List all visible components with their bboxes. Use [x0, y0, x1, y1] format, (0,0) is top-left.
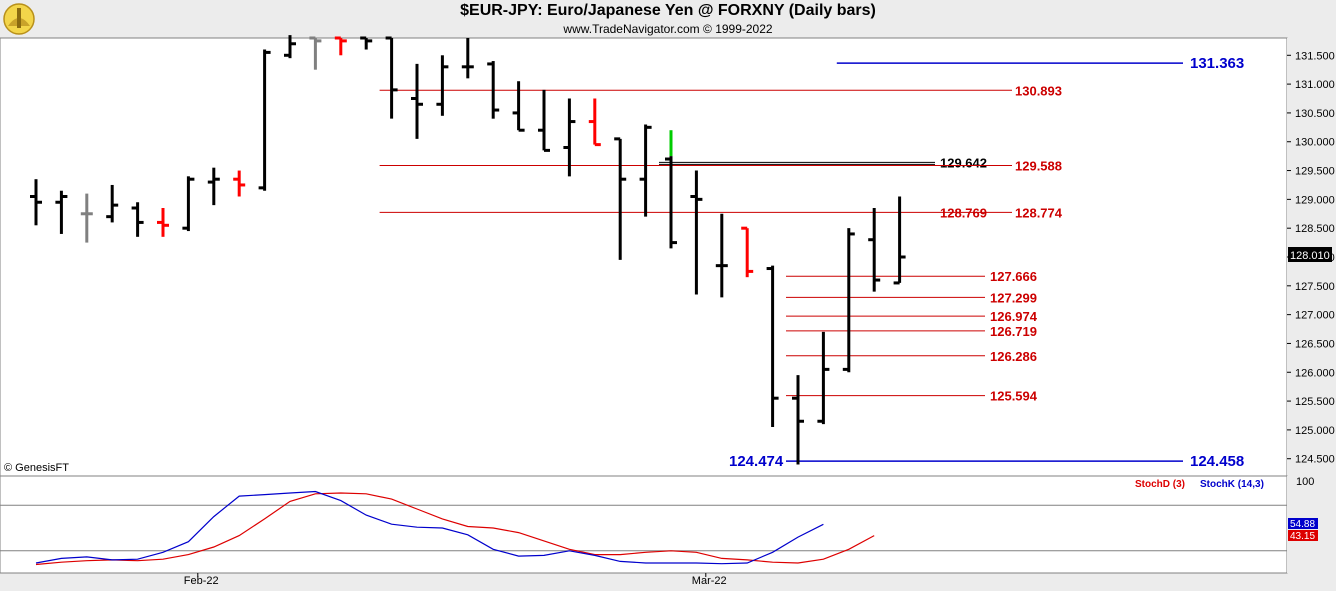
ohlc-bar [334, 36, 347, 56]
stoch-tick-100: 100 [1296, 476, 1314, 488]
level-label: 125.594 [990, 389, 1038, 404]
ohlc-bar [538, 89, 550, 152]
level-label: 126.719 [990, 324, 1037, 339]
ohlc-bar [614, 137, 627, 260]
ohlc-bar [182, 176, 195, 232]
level-label: 128.774 [1015, 205, 1063, 220]
date-label: Mar-22 [692, 575, 727, 587]
level-label: 128.769 [940, 205, 987, 220]
price-tick-label: 127.500 [1295, 281, 1335, 293]
stochastic-lines [0, 490, 1287, 566]
level-label: 126.286 [990, 349, 1037, 364]
watermark: © GenesisFT [4, 462, 69, 474]
level-label: 129.642 [940, 155, 987, 170]
ohlc-bar [131, 202, 144, 237]
level-label: 124.458 [1190, 453, 1244, 470]
level-label: 124.474 [729, 453, 784, 470]
level-label: 129.588 [1015, 158, 1062, 173]
ohlc-bar [512, 81, 525, 132]
ohlc-bar [385, 36, 398, 119]
ohlc-bar [30, 179, 42, 226]
ohlc-bar [563, 98, 576, 177]
genesis-logo-icon [3, 3, 35, 35]
stochD-legend: StochD (3) [1135, 479, 1185, 490]
ohlc-bar [55, 190, 68, 234]
ohlc-bar [690, 170, 703, 295]
price-tick-label: 129.000 [1295, 194, 1335, 206]
ohlc-bar [817, 331, 830, 425]
ohlc-bar [436, 55, 449, 116]
level-label: 127.299 [990, 290, 1037, 305]
ohlc-bar [487, 61, 500, 119]
stoch-panel [0, 475, 1288, 574]
ohlc-bar [157, 208, 169, 237]
ohlc-bar [766, 265, 779, 428]
ohlc-bar [741, 226, 754, 278]
last-price-box [1288, 247, 1332, 262]
level-label: 126.974 [990, 309, 1038, 324]
stochK-legend: StochK (14,3) [1200, 479, 1264, 490]
price-tick-label: 128.500 [1295, 223, 1335, 235]
ohlc-bar [842, 228, 855, 373]
ohlc-bar [233, 170, 246, 197]
ohlc-bars [30, 35, 906, 465]
ohlc-bar [665, 130, 677, 249]
ohlc-bar [715, 213, 728, 298]
stochD-last-value: 43.15 [1290, 531, 1315, 542]
last-price-label: 128.010 [1290, 250, 1330, 262]
chart-title: $EUR-JPY: Euro/Japanese Yen @ FORXNY (Da… [460, 2, 876, 19]
ohlc-bar [258, 49, 271, 191]
level-label: 130.893 [1015, 83, 1062, 98]
price-tick-label: 129.500 [1295, 166, 1335, 178]
price-panel [0, 37, 1288, 477]
chart-header: $EUR-JPY: Euro/Japanese Yen @ FORXNY (Da… [0, 0, 1336, 38]
price-tick-label: 124.500 [1295, 454, 1335, 466]
ohlc-bar [461, 38, 474, 79]
date-axis: Feb-22 Mar-22 [184, 573, 727, 587]
price-levels: 131.363 130.893 129.642 129.588 128.774 128.7… [379, 55, 1244, 470]
price-tick-label: 130.500 [1295, 108, 1335, 120]
ohlc-bar [207, 167, 220, 206]
ohlc-bar [868, 208, 881, 292]
stochD-last-box [1288, 530, 1318, 541]
ohlc-bar [411, 63, 423, 139]
ohlc-bar [80, 193, 93, 243]
price-tick-label: 125.500 [1295, 396, 1335, 408]
stoch-line [35, 490, 824, 565]
price-tick-label: 131.500 [1295, 50, 1335, 62]
ohlc-bar [893, 196, 906, 285]
stochK-last-box [1288, 518, 1318, 529]
price-tick-label: 130.000 [1295, 137, 1335, 149]
ohlc-bar [639, 124, 652, 217]
level-label: 127.666 [990, 269, 1037, 284]
ohlc-bar [284, 35, 296, 59]
ohlc-bar [792, 375, 804, 465]
stochK-last-value: 54.88 [1290, 519, 1315, 530]
date-label: Feb-22 [184, 575, 219, 587]
price-tick-label: 126.000 [1295, 367, 1335, 379]
price-tick-label: 126.500 [1295, 338, 1335, 350]
price-tick-label: 127.000 [1295, 310, 1335, 322]
level-label: 131.363 [1190, 55, 1244, 72]
ohlc-bar [588, 98, 601, 147]
chart-subtitle: www.TradeNavigator.com © 1999-2022 [563, 22, 773, 36]
ohlc-bar [360, 36, 373, 50]
ohlc-bar [309, 36, 322, 70]
stoch-line [35, 492, 875, 566]
price-tick-label: 125.000 [1295, 425, 1335, 437]
ohlc-bar [106, 184, 119, 223]
price-tick-label: 131.000 [1295, 79, 1335, 91]
